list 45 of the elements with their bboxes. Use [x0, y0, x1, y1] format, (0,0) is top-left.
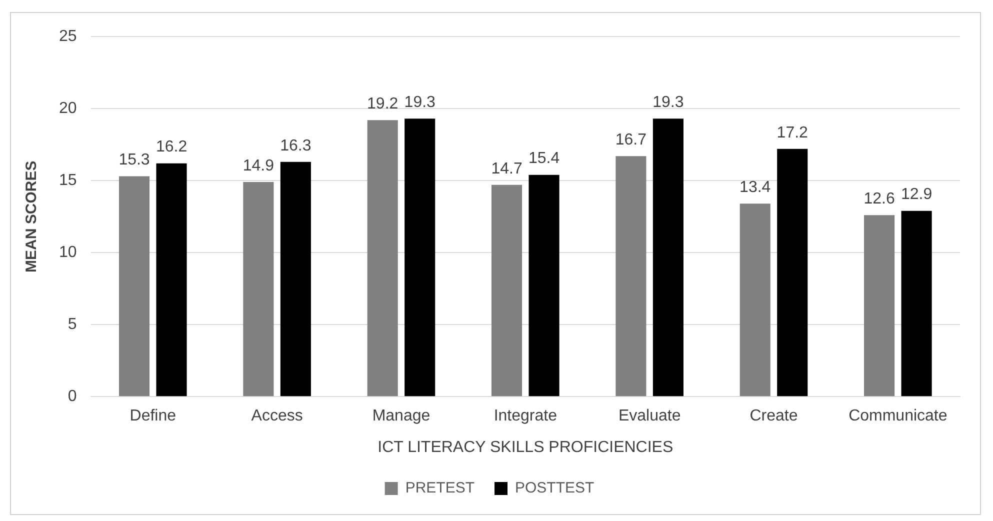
x-tick-label: Create — [750, 408, 798, 425]
bar — [864, 215, 895, 396]
data-label: 12.9 — [900, 186, 932, 204]
bar — [404, 118, 436, 396]
data-label: 14.7 — [491, 160, 522, 178]
y-tick-label: 5 — [68, 316, 77, 334]
bar — [777, 148, 808, 396]
y-tick-label: 10 — [59, 244, 77, 262]
data-label: 12.6 — [864, 190, 895, 208]
data-label: 19.3 — [652, 94, 684, 112]
y-axis-title: MEAN SCORES — [23, 160, 40, 272]
legend-label: POSTTEST — [515, 480, 594, 497]
y-tick-label: 0 — [68, 388, 77, 406]
bar — [901, 210, 932, 396]
x-tick-label: Manage — [372, 408, 430, 425]
bar — [280, 162, 311, 396]
bar — [156, 163, 187, 396]
bar — [740, 204, 770, 396]
x-tick-label: Integrate — [494, 408, 558, 425]
y-tick-label: 20 — [59, 100, 77, 118]
x-tick-label: Define — [130, 408, 176, 425]
data-label: 16.7 — [615, 132, 647, 149]
y-tick-label: 25 — [59, 28, 77, 46]
data-label: 16.2 — [156, 138, 188, 156]
bar — [367, 120, 398, 396]
data-label: 15.3 — [118, 152, 150, 169]
x-tick-label: Access — [251, 408, 303, 425]
bar — [652, 118, 684, 396]
data-label: 13.4 — [740, 179, 771, 196]
bar — [492, 184, 522, 396]
x-tick-label: Communicate — [848, 408, 948, 425]
y-tick-label: 15 — [59, 172, 77, 190]
bar — [528, 174, 560, 396]
x-axis-title: ICT LITERACY SKILLS PROFICIENCIES — [378, 438, 674, 456]
bar — [243, 182, 274, 396]
data-label: 16.3 — [280, 137, 312, 154]
legend-label: PRETEST — [405, 480, 475, 497]
x-tick-label: Evaluate — [618, 408, 681, 425]
bar — [118, 176, 150, 396]
bar — [616, 156, 646, 396]
data-label: 19.3 — [404, 94, 436, 112]
data-label: 17.2 — [776, 124, 808, 142]
data-label: 15.4 — [528, 150, 560, 168]
data-label: 19.2 — [367, 96, 398, 113]
data-label: 14.9 — [242, 157, 274, 174]
